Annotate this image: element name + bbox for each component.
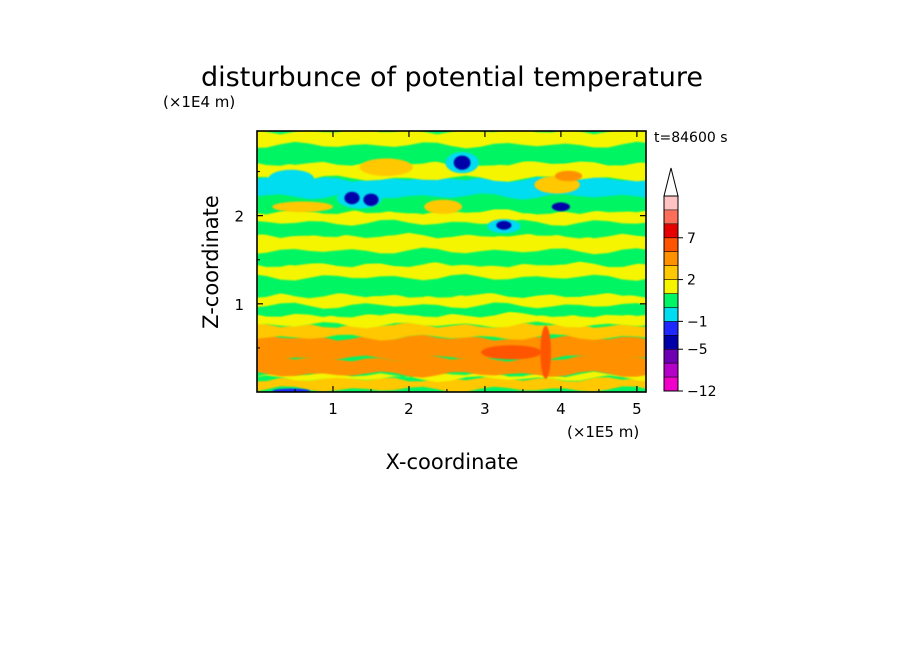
contour-blob: [359, 158, 413, 176]
colorbar-extend-arrow: [663, 167, 679, 197]
x-tick-label: 3: [480, 400, 490, 418]
contour-blob: [424, 199, 463, 214]
colorbar-segment: [664, 265, 678, 280]
x-tick-label: 2: [404, 400, 414, 418]
contour-blob: [453, 155, 471, 170]
heatmap-plot-area: [257, 131, 646, 392]
colorbar-segment: [664, 363, 678, 378]
colorbar-segment: [664, 223, 678, 239]
y-axis-label: Z-coordinate: [199, 195, 223, 329]
x-axis-label: X-coordinate: [386, 450, 519, 474]
y-tick-label: 1: [234, 296, 244, 314]
contour-blob: [272, 201, 333, 213]
colorbar-segment: [664, 335, 678, 350]
contour-band: [257, 375, 646, 392]
contour-band: [257, 232, 646, 255]
colorbar-segment: [664, 279, 678, 294]
colorbar-tick-label: 2: [687, 273, 696, 289]
contour-band: [257, 248, 646, 267]
x-tick-label: 4: [556, 400, 566, 418]
contour-blob: [540, 325, 551, 379]
contour-band: [257, 141, 646, 166]
contour-band: [257, 371, 646, 383]
colorbar-tick-label: 7: [687, 231, 696, 247]
contour-blob: [496, 220, 512, 230]
y-axis-ticks: 12: [234, 171, 646, 349]
x-tick-label: 5: [632, 400, 642, 418]
colorbar-tick-label: −12: [687, 384, 717, 400]
colorbar-segment: [664, 251, 678, 266]
x-unit-label: (×1E5 m): [567, 423, 639, 441]
plot-frame: [256, 130, 647, 393]
contour-blob: [363, 193, 379, 206]
colorbar-segment: [664, 321, 678, 336]
colorbar-segment: [664, 349, 678, 364]
x-tick-label: 1: [328, 400, 338, 418]
contour-band: [257, 260, 646, 281]
contour-blob: [272, 388, 311, 392]
chart-title: disturbunce of potential temperature: [201, 62, 703, 93]
colorbar-segment: [664, 293, 678, 308]
contour-band: [257, 131, 646, 149]
colorbar-tick-label: −1: [687, 314, 708, 330]
contour-blob: [344, 191, 360, 205]
colorbar-segment: [664, 377, 678, 392]
plot-border: [256, 130, 647, 393]
colorbar-segment: [664, 196, 678, 211]
y-tick-label: 2: [234, 208, 244, 226]
colorbar-segment: [664, 209, 678, 225]
contour-blob: [481, 345, 542, 360]
contour-blob: [268, 169, 315, 188]
contour-blob: [554, 170, 583, 182]
contour-band: [257, 274, 646, 299]
x-axis-ticks: 1 2 3 4 5: [294, 131, 642, 418]
colorbar-tick-label: −5: [687, 342, 708, 358]
colorbar-segment: [664, 237, 678, 253]
contour-band: [257, 291, 646, 309]
colorbar: 7 2 −1 −5 −12: [663, 167, 717, 400]
contour-blob: [551, 202, 571, 212]
y-unit-label: (×1E4 m): [163, 93, 235, 111]
time-label: t=84600 s: [654, 130, 728, 146]
colorbar-segment: [664, 307, 678, 322]
